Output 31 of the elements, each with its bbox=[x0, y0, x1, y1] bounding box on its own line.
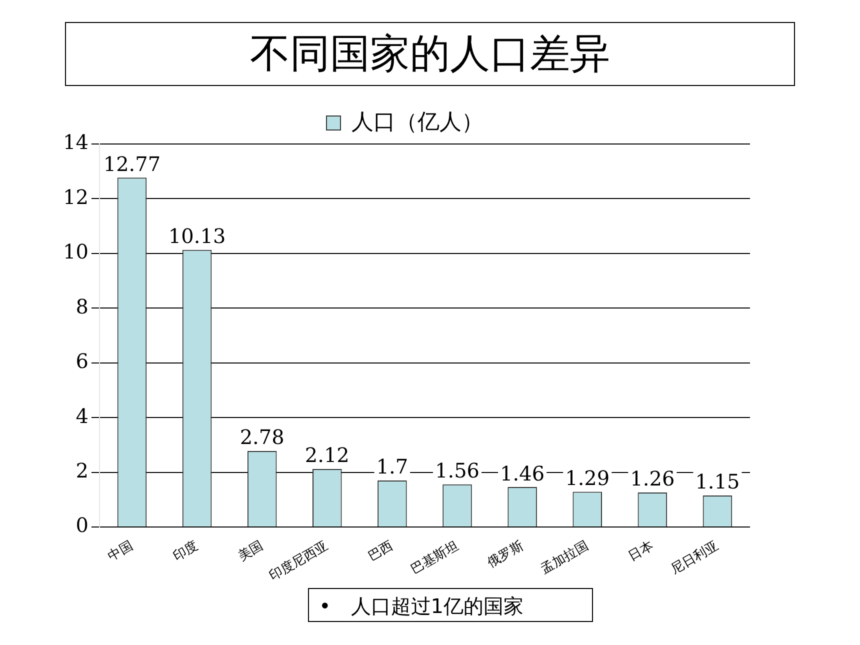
chart-title: 不同国家的人口差异 bbox=[65, 22, 795, 86]
y-tick-label: 6 bbox=[76, 349, 88, 374]
data-label: 1.7 bbox=[376, 454, 408, 479]
text: • 人口超过1亿的国家 bbox=[308, 588, 593, 622]
x-tick-label: 日本 bbox=[626, 537, 656, 564]
data-label: 1.15 bbox=[695, 470, 740, 494]
y-tick-label: 4 bbox=[76, 404, 88, 428]
x-tick-label: 尼日利亚 bbox=[668, 537, 721, 576]
x-tick-label: 孟加拉国 bbox=[538, 537, 591, 576]
data-label: 1.29 bbox=[565, 466, 610, 490]
legend-label: 人口（亿人） bbox=[352, 109, 484, 134]
x-tick-label: 中国 bbox=[105, 537, 136, 564]
data-label: 10.13 bbox=[168, 224, 226, 248]
data-label: 1.46 bbox=[500, 461, 545, 486]
x-tick-label: 美国 bbox=[235, 537, 266, 564]
y-tick-label: 0 bbox=[76, 513, 88, 538]
data-label: 1.26 bbox=[630, 466, 675, 491]
x-tick-label: 巴基斯坦 bbox=[408, 537, 461, 576]
data-label: 2.12 bbox=[304, 443, 350, 468]
y-tick-label: 2 bbox=[76, 458, 88, 482]
x-tick-label: 印度 bbox=[170, 537, 200, 564]
y-tick-label: 14 bbox=[62, 130, 88, 154]
x-tick-label: 印度尼西亚 bbox=[266, 537, 330, 583]
data-label: 12.77 bbox=[103, 152, 161, 176]
data-label: 2.78 bbox=[240, 425, 284, 450]
y-tick-label: 12 bbox=[62, 184, 88, 209]
y-tick-label: 10 bbox=[62, 240, 88, 264]
data-label: 1.56 bbox=[434, 458, 480, 483]
x-tick-label: 俄罗斯 bbox=[484, 537, 526, 570]
y-tick-label: 8 bbox=[76, 294, 88, 318]
x-tick-label: 巴西 bbox=[365, 537, 396, 564]
